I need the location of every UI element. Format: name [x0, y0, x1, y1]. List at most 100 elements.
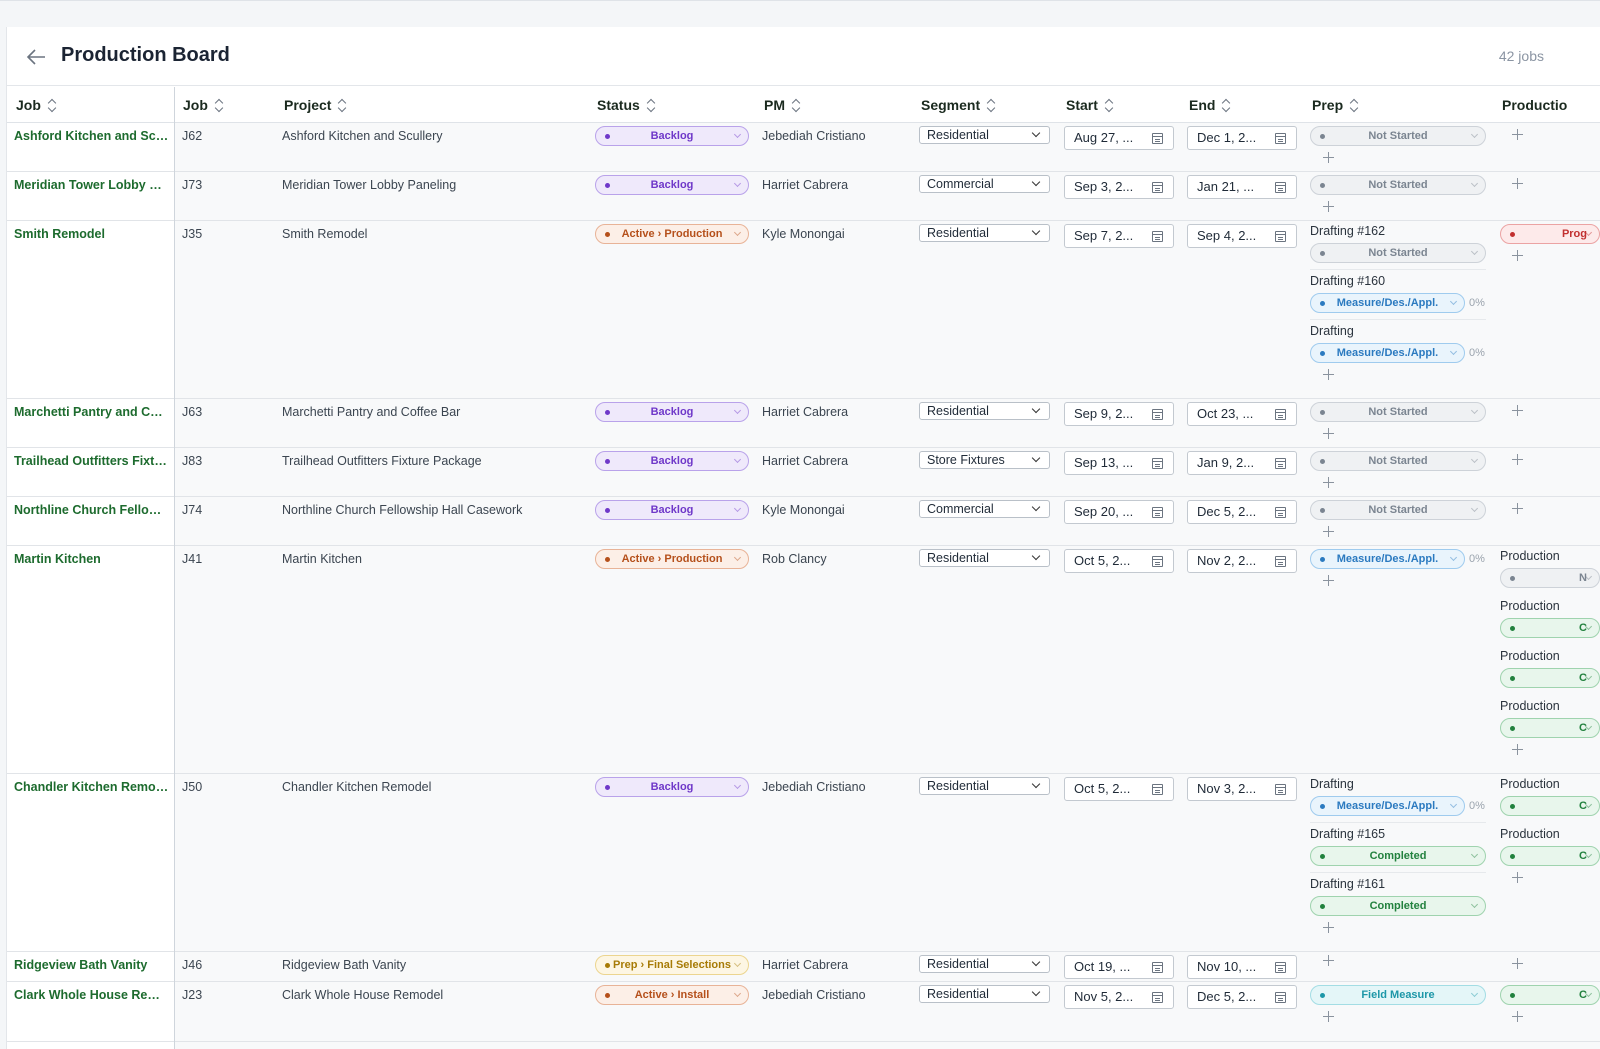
add-production-icon[interactable] [1512, 250, 1523, 261]
add-prep-icon[interactable] [1323, 369, 1334, 380]
segment-select[interactable]: Residential [919, 777, 1050, 795]
end-date-input[interactable]: Jan 9, 2... [1187, 451, 1297, 475]
add-prep-icon[interactable] [1323, 477, 1334, 488]
add-production-icon[interactable] [1512, 744, 1523, 755]
job-name-link[interactable]: Martin Kitchen [14, 552, 101, 566]
job-name-link[interactable]: Marchetti Pantry and Coff... [14, 405, 170, 419]
add-production-icon[interactable] [1512, 405, 1523, 416]
column-header-status[interactable]: Status [597, 97, 655, 113]
prep-status-pill[interactable]: Measure/Des./Appl. [1310, 343, 1465, 363]
segment-select[interactable]: Commercial [919, 500, 1050, 518]
production-status-pill[interactable]: N [1500, 568, 1600, 588]
column-header-project[interactable]: Project [284, 97, 346, 113]
end-date-input[interactable]: Nov 10, ... [1187, 955, 1297, 979]
production-status-pill[interactable]: C [1500, 796, 1600, 816]
production-status-pill[interactable]: C [1500, 618, 1600, 638]
segment-select[interactable]: Residential [919, 126, 1050, 144]
end-date-input[interactable]: Nov 2, 2... [1187, 549, 1297, 573]
status-pill[interactable]: Backlog [595, 777, 749, 797]
status-pill[interactable]: Backlog [595, 402, 749, 422]
prep-status-pill[interactable]: Measure/Des./Appl. [1310, 549, 1465, 569]
add-production-icon[interactable] [1512, 872, 1523, 883]
start-date-input[interactable]: Oct 19, ... [1064, 955, 1174, 979]
add-production-icon[interactable] [1512, 958, 1523, 969]
end-date-input[interactable]: Sep 4, 2... [1187, 224, 1297, 248]
prep-status-pill[interactable]: Not Started [1310, 451, 1486, 471]
job-name-link[interactable]: Meridian Tower Lobby Pa... [14, 178, 170, 192]
start-date-input[interactable]: Sep 13, ... [1064, 451, 1174, 475]
column-header-prep[interactable]: Prep [1312, 97, 1358, 113]
prep-status-pill[interactable]: Not Started [1310, 402, 1486, 422]
add-prep-icon[interactable] [1323, 1011, 1334, 1022]
column-header-segment[interactable]: Segment [921, 97, 995, 113]
column-header-production[interactable]: Productio [1502, 97, 1567, 113]
start-date-input[interactable]: Sep 20, ... [1064, 500, 1174, 524]
column-header-job[interactable]: Job [183, 97, 223, 113]
start-date-input[interactable]: Sep 3, 2... [1064, 175, 1174, 199]
start-date-input[interactable]: Aug 27, ... [1064, 126, 1174, 150]
prep-status-pill[interactable]: Not Started [1310, 243, 1486, 263]
job-name-link[interactable]: Northline Church Fellows... [14, 503, 170, 517]
start-date-input[interactable]: Nov 5, 2... [1064, 985, 1174, 1009]
status-pill[interactable]: Backlog [595, 175, 749, 195]
segment-select[interactable]: Residential [919, 549, 1050, 567]
segment-select[interactable]: Commercial [919, 175, 1050, 193]
add-production-icon[interactable] [1512, 178, 1523, 189]
prep-status-pill[interactable]: Not Started [1310, 500, 1486, 520]
start-date-input[interactable]: Oct 5, 2... [1064, 549, 1174, 573]
production-status-pill[interactable]: C [1500, 985, 1600, 1005]
job-name-link[interactable]: Smith Remodel [14, 227, 105, 241]
production-status-pill[interactable]: Prog [1500, 224, 1600, 244]
segment-select[interactable]: Residential [919, 224, 1050, 242]
add-prep-icon[interactable] [1323, 428, 1334, 439]
column-header-end[interactable]: End [1189, 97, 1230, 113]
end-date-input[interactable]: Dec 5, 2... [1187, 500, 1297, 524]
end-date-input[interactable]: Dec 1, 2... [1187, 126, 1297, 150]
add-production-icon[interactable] [1512, 454, 1523, 465]
job-name-link[interactable]: Chandler Kitchen Remodel [14, 780, 170, 794]
add-production-icon[interactable] [1512, 129, 1523, 140]
column-header-start[interactable]: Start [1066, 97, 1113, 113]
status-pill[interactable]: Backlog [595, 126, 749, 146]
segment-select[interactable]: Store Fixtures [919, 451, 1050, 469]
segment-select[interactable]: Residential [919, 402, 1050, 420]
add-prep-icon[interactable] [1323, 955, 1334, 966]
back-arrow-icon[interactable] [25, 47, 47, 67]
segment-select[interactable]: Residential [919, 955, 1050, 973]
job-name-link[interactable]: Trailhead Outfitters Fixtu... [14, 454, 170, 468]
end-date-input[interactable]: Jan 21, ... [1187, 175, 1297, 199]
status-pill[interactable]: Backlog [595, 500, 749, 520]
add-production-icon[interactable] [1512, 1011, 1523, 1022]
start-date-input[interactable]: Sep 7, 2... [1064, 224, 1174, 248]
prep-status-pill[interactable]: Not Started [1310, 126, 1486, 146]
start-date-input[interactable]: Sep 9, 2... [1064, 402, 1174, 426]
prep-status-pill[interactable]: Measure/Des./Appl. [1310, 796, 1465, 816]
status-pill[interactable]: Active › Production [595, 549, 749, 569]
end-date-input[interactable]: Dec 5, 2... [1187, 985, 1297, 1009]
column-header-job-frozen[interactable]: Job [16, 97, 56, 113]
end-date-input[interactable]: Oct 23, ... [1187, 402, 1297, 426]
production-status-pill[interactable]: C [1500, 846, 1600, 866]
add-prep-icon[interactable] [1323, 152, 1334, 163]
prep-status-pill[interactable]: Completed [1310, 896, 1486, 916]
status-pill[interactable]: Backlog [595, 451, 749, 471]
add-prep-icon[interactable] [1323, 575, 1334, 586]
segment-select[interactable]: Residential [919, 985, 1050, 1003]
job-name-link[interactable]: Ridgeview Bath Vanity [14, 958, 148, 972]
start-date-input[interactable]: Oct 5, 2... [1064, 777, 1174, 801]
status-pill[interactable]: Prep › Final Selections [595, 955, 749, 975]
end-date-input[interactable]: Nov 3, 2... [1187, 777, 1297, 801]
column-header-pm[interactable]: PM [764, 97, 800, 113]
prep-status-pill[interactable]: Not Started [1310, 175, 1486, 195]
job-name-link[interactable]: Clark Whole House Remo... [14, 988, 170, 1002]
prep-status-pill[interactable]: Field Measure [1310, 985, 1486, 1005]
production-status-pill[interactable]: C [1500, 668, 1600, 688]
prep-status-pill[interactable]: Completed [1310, 846, 1486, 866]
prep-status-pill[interactable]: Measure/Des./Appl. [1310, 293, 1465, 313]
production-status-pill[interactable]: C [1500, 718, 1600, 738]
add-production-icon[interactable] [1512, 503, 1523, 514]
add-prep-icon[interactable] [1323, 201, 1334, 212]
status-pill[interactable]: Active › Install [595, 985, 749, 1005]
status-pill[interactable]: Active › Production [595, 224, 749, 244]
add-prep-icon[interactable] [1323, 922, 1334, 933]
